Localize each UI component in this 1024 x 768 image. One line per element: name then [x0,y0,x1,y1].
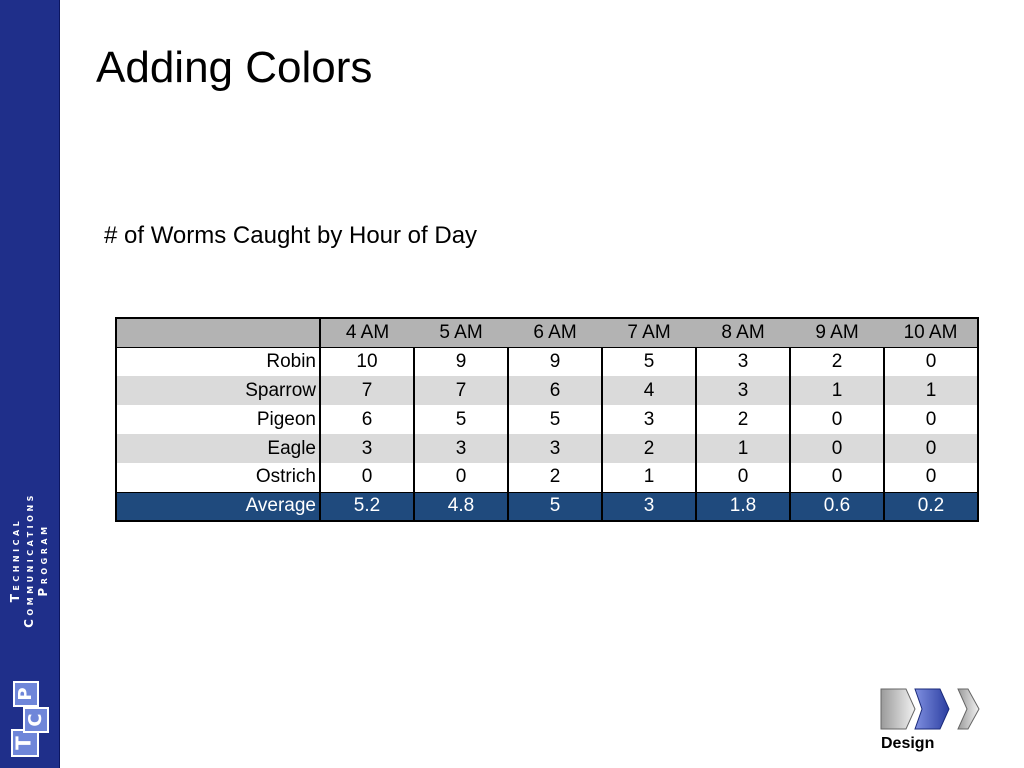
table-cell: 6 [320,405,414,434]
logo-letter-t: T [12,736,36,750]
table-cell: 0 [695,463,790,492]
table-row-sparrow: Sparrow 7 7 6 4 3 1 1 [116,376,978,405]
table-row-robin: Robin 10 9 9 5 3 2 0 [116,347,978,376]
table-row-average: Average 5.2 4.8 5 3 1.8 0.6 0.2 [116,491,978,521]
column-header: 10 AM [884,318,978,348]
table-cell: 1 [883,376,978,405]
table-cell: 5.2 [320,491,414,521]
table-cell: 10 [320,347,414,376]
sidebar-banner: Technical Communications Program T C P [0,0,60,768]
table-cell: 7 [320,376,414,405]
column-header: 7 AM [602,318,696,348]
worms-table: 4 AM 5 AM 6 AM 7 AM 8 AM 9 AM 10 AM Robi… [115,317,979,522]
program-line-technical: Technical [8,517,22,603]
chevron-step-3 [957,688,980,730]
row-label: Average [116,491,321,521]
table-cell: 0 [789,405,884,434]
table-cell: 3 [320,434,414,463]
table-cell: 0 [883,434,978,463]
section-label-design: Design [881,735,935,752]
program-line-communications: Communications [22,492,36,628]
logo-letter-c: C [25,713,46,726]
table-cell: 6 [507,376,602,405]
table-cell: 0 [883,463,978,492]
table-cell: 2 [601,434,696,463]
table-cell: 0 [320,463,414,492]
slide-title: Adding Colors [96,43,373,92]
table-row-ostrich: Ostrich 0 0 2 1 0 0 0 [116,463,978,492]
table-cell: 0 [883,405,978,434]
header-corner-cell [116,318,321,348]
table-cell: 3 [413,434,508,463]
chevron-step-2 [914,688,950,730]
table-cell: 0.2 [883,491,978,521]
table-cell: 0.6 [789,491,884,521]
row-label: Pigeon [116,405,321,434]
logo-letter-p: P [15,687,36,700]
program-name: Technical Communications Program [8,410,52,710]
table-cell: 1 [695,434,790,463]
table-cell: 2 [789,347,884,376]
table-cell: 4.8 [413,491,508,521]
table-cell: 3 [695,376,790,405]
row-label: Robin [116,347,321,376]
table-cell: 3 [601,405,696,434]
tcp-logo: T C P [11,681,49,757]
table-cell: 0 [413,463,508,492]
table-header-row: 4 AM 5 AM 6 AM 7 AM 8 AM 9 AM 10 AM [116,318,978,348]
table-cell: 1 [789,376,884,405]
chevron-step-1 [880,688,916,730]
table-cell: 5 [507,405,602,434]
chevron-progress-icon [880,688,980,730]
table-cell: 7 [413,376,508,405]
table-cell: 2 [507,463,602,492]
column-header: 6 AM [508,318,602,348]
table-caption: # of Worms Caught by Hour of Day [104,222,478,249]
table-cell: 1.8 [695,491,790,521]
table-cell: 0 [789,434,884,463]
table-cell: 9 [507,347,602,376]
table-cell: 3 [695,347,790,376]
table-cell: 5 [507,491,602,521]
table-row-eagle: Eagle 3 3 3 2 1 0 0 [116,434,978,463]
table-row-pigeon: Pigeon 6 5 5 3 2 0 0 [116,405,978,434]
table-cell: 5 [601,347,696,376]
table-cell: 3 [507,434,602,463]
row-label: Eagle [116,434,321,463]
table-cell: 3 [601,491,696,521]
column-header: 4 AM [320,318,414,348]
row-label: Ostrich [116,463,321,492]
table-cell: 5 [413,405,508,434]
table-cell: 0 [789,463,884,492]
program-line-program: Program [36,523,50,597]
column-header: 9 AM [790,318,884,348]
column-header: 8 AM [696,318,790,348]
table-cell: 9 [413,347,508,376]
table-cell: 1 [601,463,696,492]
row-label: Sparrow [116,376,321,405]
table-cell: 4 [601,376,696,405]
table-cell: 0 [883,347,978,376]
column-header: 5 AM [414,318,508,348]
table-cell: 2 [695,405,790,434]
